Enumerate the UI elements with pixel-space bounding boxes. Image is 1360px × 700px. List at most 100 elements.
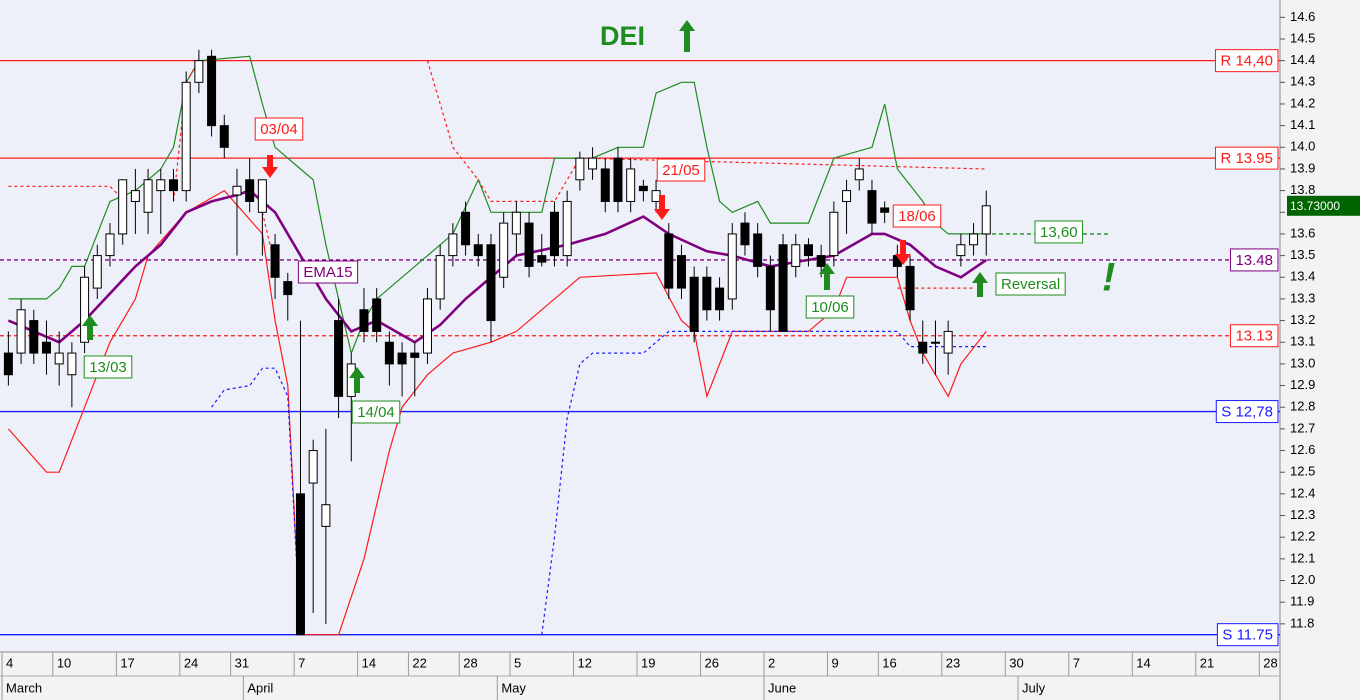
- y-tick-label: 12.7: [1290, 420, 1315, 435]
- candle-body: [867, 190, 877, 224]
- candle-body: [321, 504, 331, 527]
- level-label-group: R 14,40: [1214, 49, 1279, 73]
- y-tick-label: 12.9: [1290, 377, 1315, 392]
- candle-body: [295, 493, 305, 636]
- candle-body: [791, 244, 801, 267]
- candle-body: [156, 179, 166, 192]
- x-tick-label: 30: [1009, 655, 1023, 670]
- level-label-box: [1214, 146, 1279, 170]
- candle-body: [130, 190, 140, 202]
- candle-body: [105, 233, 115, 257]
- y-tick-label: 12.5: [1290, 464, 1315, 479]
- candle-body: [257, 179, 267, 213]
- y-tick-label: 12.2: [1290, 529, 1315, 544]
- x-tick-label: 26: [705, 655, 719, 670]
- reversal-label: Reversal: [1001, 276, 1060, 293]
- candle-body: [753, 233, 763, 267]
- candle-body: [943, 330, 953, 354]
- candle-body: [41, 341, 51, 354]
- signal-label: 03/04: [260, 121, 298, 138]
- line-name-box: [297, 260, 359, 284]
- last-price-box: [1287, 195, 1360, 216]
- level-label: R 14,40: [1220, 53, 1273, 70]
- candle-body: [283, 281, 293, 296]
- y-tick-label: 12.1: [1290, 550, 1315, 565]
- y-tick-label: 13.1: [1290, 334, 1315, 349]
- target-label-group: 13,60: [1034, 220, 1084, 244]
- x-tick-label: 23: [946, 655, 960, 670]
- candle-body: [981, 205, 991, 235]
- signal-label: 14/04: [357, 404, 395, 421]
- y-tick-label: 11.9: [1290, 594, 1314, 609]
- candle-body: [854, 168, 864, 181]
- month-label: June: [768, 680, 796, 695]
- candle-body: [765, 265, 775, 311]
- signal-arrow: [654, 195, 670, 220]
- candle-body: [359, 309, 369, 332]
- signal-arrow: [895, 240, 911, 265]
- level-label-box: [1215, 400, 1279, 424]
- signal-label-box: [892, 204, 942, 228]
- candle-body: [676, 255, 686, 289]
- x-tick-label: 21: [1200, 655, 1214, 670]
- signal-label-group: 21/05: [656, 158, 706, 182]
- signal-arrow: [262, 155, 278, 178]
- axis-layer: 11.8 11.9 12.0 12.1 12.2 12.3 12.4 12.5 12.6 12.7…: [1, 9, 1360, 700]
- signal-label: 18/06: [898, 208, 936, 225]
- candle-body: [727, 233, 737, 300]
- x-tick-label: 14: [362, 655, 376, 670]
- signal-label: 13/03: [89, 359, 127, 376]
- y-tick-label: 13.0: [1290, 355, 1315, 370]
- candle-body: [702, 276, 712, 311]
- x-tick-label: 28: [1263, 655, 1277, 670]
- candle-body: [473, 244, 483, 257]
- candle-body: [524, 222, 534, 267]
- y-tick-label: 13.6: [1290, 225, 1315, 240]
- level-label-group: S 11.75: [1216, 623, 1279, 647]
- signal-label-group: 13/03: [83, 355, 133, 379]
- candle-body: [600, 168, 610, 202]
- level-label: 13.48: [1235, 252, 1273, 269]
- candle-body: [562, 200, 572, 257]
- candle-body: [143, 179, 153, 213]
- x-tick-label: 12: [578, 655, 592, 670]
- month-label: March: [6, 680, 42, 695]
- level-label-group: 13.48: [1229, 248, 1279, 272]
- candles-layer: [3, 49, 991, 636]
- levels-layer: R 14,40 R 13.95 13.48 13.13 S 12,78 S 11.75: [0, 49, 1280, 647]
- chart-title: DEI: [600, 21, 645, 51]
- candle-body: [422, 298, 432, 354]
- y-tick-label: 12.3: [1290, 507, 1315, 522]
- signal-label-box: [254, 117, 304, 141]
- level-label-box: [1214, 49, 1279, 73]
- signal-arrow: [349, 367, 365, 393]
- signal-arrow: [82, 315, 98, 340]
- x-tick-label: 10: [57, 655, 71, 670]
- x-tick-label: 24: [184, 655, 198, 670]
- candle-body: [969, 233, 979, 246]
- y-tick-label: 13.2: [1290, 312, 1315, 327]
- candle-body: [29, 320, 39, 354]
- y-axis-panel: [1280, 0, 1360, 700]
- month-label: April: [247, 680, 273, 695]
- indicator-line: [7, 189, 988, 344]
- x-tick-label: 17: [120, 655, 134, 670]
- y-tick-label: 12.8: [1290, 399, 1315, 414]
- signal-label: 21/05: [662, 162, 700, 179]
- candle-body: [638, 185, 648, 192]
- candle-body: [54, 352, 64, 365]
- reversal-label-group: Reversal: [995, 272, 1066, 296]
- lines-layer: [7, 55, 988, 636]
- candle-body: [181, 81, 191, 192]
- target-label: 13,60: [1040, 224, 1078, 241]
- y-tick-label: 12.4: [1290, 485, 1315, 500]
- candle-body: [829, 211, 839, 257]
- signal-label-group: 14/04: [351, 400, 401, 424]
- candle-body: [511, 211, 521, 235]
- candle-body: [67, 352, 77, 376]
- signal-label-group: 10/06: [805, 295, 855, 319]
- y-tick-label: 13.5: [1290, 247, 1315, 262]
- y-tick-label: 14.2: [1290, 95, 1315, 110]
- indicator-line: [211, 330, 987, 635]
